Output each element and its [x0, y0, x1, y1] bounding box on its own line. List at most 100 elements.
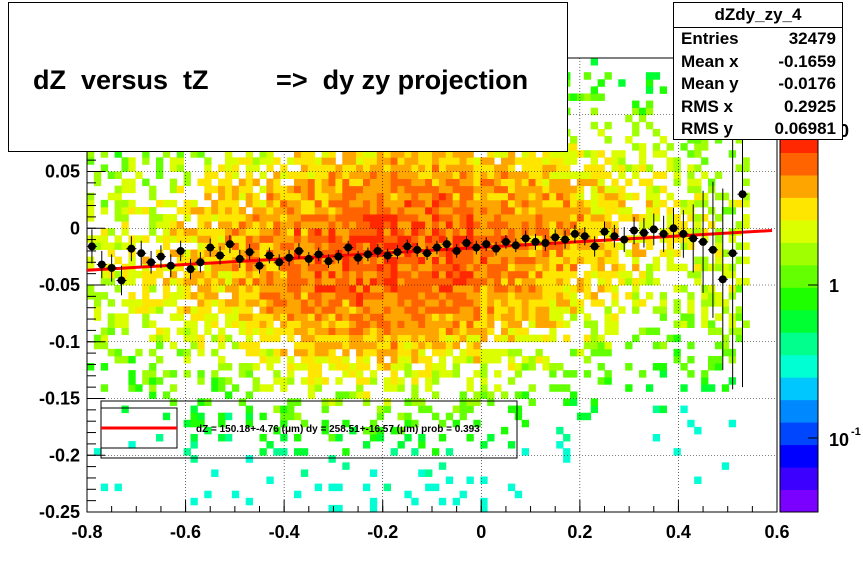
heatmap-cell [390, 285, 398, 293]
heatmap-cell [418, 214, 426, 222]
heatmap-cell [473, 306, 481, 314]
heatmap-cell [321, 320, 329, 328]
heatmap-cell [659, 405, 667, 414]
heatmap-cell [480, 391, 488, 399]
heatmap-cell [376, 270, 385, 279]
heatmap-cell [501, 292, 509, 300]
heatmap-cell [639, 299, 647, 307]
heatmap-cell [369, 256, 378, 265]
heatmap-cell [121, 228, 129, 236]
heatmap-cell [183, 214, 191, 222]
profile-point [570, 229, 579, 238]
heatmap-cell [611, 249, 619, 258]
heatmap-cell [218, 214, 226, 222]
heatmap-cell [245, 497, 253, 506]
heatmap-cell [121, 299, 129, 307]
heatmap-cell [307, 313, 316, 321]
heatmap-cell [300, 448, 309, 456]
heatmap-cell [259, 150, 267, 158]
heatmap-cell [639, 277, 647, 286]
heatmap-cell [459, 214, 467, 222]
heatmap-cell [259, 355, 267, 364]
heatmap-cell [425, 277, 433, 286]
heatmap-cell [321, 249, 329, 258]
heatmap-cell [376, 192, 385, 201]
heatmap-cell [128, 256, 136, 265]
palette-swatch [780, 309, 818, 333]
heatmap-cell [294, 327, 302, 336]
heatmap-cell [169, 270, 178, 279]
heatmap-cell [590, 178, 598, 187]
heatmap-cell [673, 263, 681, 272]
heatmap-cell [583, 228, 592, 236]
heatmap-cell [356, 235, 364, 243]
heatmap-cell [549, 157, 557, 165]
heatmap-cell [494, 306, 502, 314]
heatmap-cell [411, 185, 419, 194]
heatmap-cell [563, 384, 571, 392]
heatmap-cell [487, 249, 495, 258]
heatmap-cell [245, 391, 253, 399]
heatmap-cell [259, 448, 267, 456]
heatmap-cell [632, 128, 640, 137]
heatmap-cell [369, 341, 378, 350]
heatmap-cell [204, 171, 212, 179]
heatmap-cell [390, 306, 398, 314]
heatmap-cell [590, 228, 598, 236]
heatmap-cell [356, 292, 364, 300]
heatmap-cell [245, 341, 253, 350]
heatmap-cell [190, 256, 198, 265]
heatmap-cell [225, 306, 233, 314]
profile-point [452, 246, 461, 255]
heatmap-cell [238, 263, 247, 272]
heatmap-cell [252, 206, 260, 215]
heatmap-cell [314, 199, 322, 208]
heatmap-cell [438, 249, 447, 258]
heatmap-cell [376, 256, 385, 265]
heatmap-cell [114, 256, 122, 265]
heatmap-cell [245, 412, 253, 421]
heatmap-cell [432, 363, 440, 371]
heatmap-cell [521, 206, 529, 215]
heatmap-cell [280, 199, 288, 208]
heatmap-cell [590, 320, 598, 328]
heatmap-cell [514, 256, 523, 265]
heatmap-cell [149, 192, 157, 201]
heatmap-cell [273, 157, 281, 165]
heatmap-cell [383, 285, 391, 293]
heatmap-cell [314, 228, 322, 236]
heatmap-cell [162, 292, 171, 300]
heatmap-cell [328, 199, 336, 208]
heatmap-cell [356, 164, 364, 172]
heatmap-cell [708, 285, 716, 293]
heatmap-cell [570, 150, 578, 158]
heatmap-cell [404, 306, 412, 314]
heatmap-cell [438, 235, 447, 243]
profile-point [620, 235, 629, 244]
heatmap-cell [321, 405, 329, 414]
heatmap-cell [507, 285, 516, 293]
heatmap-cell [563, 292, 571, 300]
heatmap-cell [445, 306, 454, 314]
heatmap-cell [349, 256, 357, 265]
profile-point [718, 275, 727, 284]
heatmap-cell [183, 228, 191, 236]
heatmap-cell [259, 327, 267, 336]
y-tick-label: -0.15 [39, 389, 80, 409]
heatmap-cell [114, 483, 122, 492]
heatmap-cell [645, 72, 654, 80]
heatmap-cell [383, 327, 391, 336]
heatmap-cell [328, 355, 336, 364]
heatmap-cell [314, 157, 322, 165]
heatmap-cell [142, 270, 150, 279]
heatmap-cell [418, 178, 426, 187]
heatmap-cell [190, 306, 198, 314]
heatmap-cell [363, 285, 371, 293]
heatmap-cell [618, 270, 626, 279]
heatmap-cell [432, 263, 440, 272]
y-tick-label: -0.25 [39, 502, 80, 522]
heatmap-cell [287, 377, 295, 385]
heatmap-cell [376, 292, 385, 300]
heatmap-cell [300, 263, 309, 272]
heatmap-cell [142, 150, 150, 158]
